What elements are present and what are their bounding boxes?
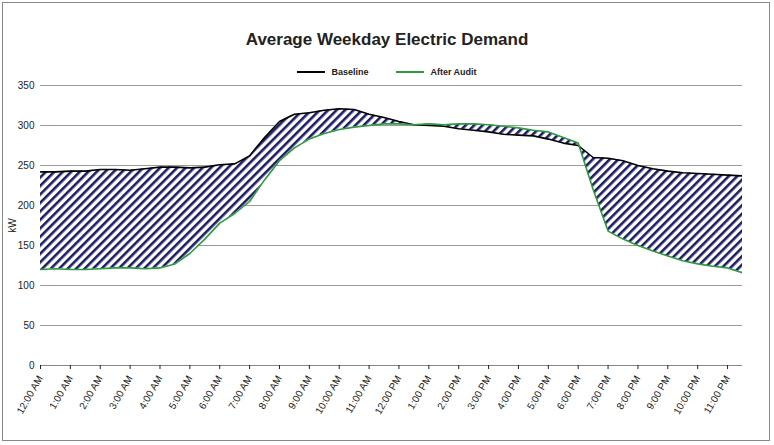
svg-text:150: 150 xyxy=(18,240,35,251)
svg-text:12:00 PM: 12:00 PM xyxy=(373,374,404,417)
svg-text:8:00 PM: 8:00 PM xyxy=(614,374,642,412)
svg-text:50: 50 xyxy=(23,320,35,331)
svg-text:250: 250 xyxy=(18,160,35,171)
svg-text:11:00 PM: 11:00 PM xyxy=(702,374,733,416)
svg-text:300: 300 xyxy=(18,120,35,131)
svg-text:3:00 AM: 3:00 AM xyxy=(107,374,135,411)
svg-text:5:00 AM: 5:00 AM xyxy=(166,374,194,411)
svg-text:1:00 AM: 1:00 AM xyxy=(47,374,75,411)
svg-text:5:00 PM: 5:00 PM xyxy=(525,374,553,412)
svg-text:kW: kW xyxy=(7,218,18,233)
svg-text:2:00 PM: 2:00 PM xyxy=(435,374,463,412)
svg-text:200: 200 xyxy=(18,200,35,211)
svg-text:4:00 PM: 4:00 PM xyxy=(495,374,523,412)
svg-text:3:00 PM: 3:00 PM xyxy=(465,374,493,412)
svg-text:6:00 AM: 6:00 AM xyxy=(196,374,224,411)
html-text:After Audit: After Audit xyxy=(430,67,477,77)
svg-text:6:00 PM: 6:00 PM xyxy=(555,374,583,412)
svg-text:2:00 AM: 2:00 AM xyxy=(77,374,105,411)
html-text:Baseline: Baseline xyxy=(331,67,369,77)
svg-text:7:00 PM: 7:00 PM xyxy=(584,374,612,412)
svg-text:100: 100 xyxy=(18,280,35,291)
svg-text:10:00 PM: 10:00 PM xyxy=(671,374,702,417)
svg-text:8:00 AM: 8:00 AM xyxy=(256,374,284,411)
svg-text:10:00 AM: 10:00 AM xyxy=(313,374,344,416)
svg-text:4:00 AM: 4:00 AM xyxy=(137,374,165,411)
svg-text:12:00 AM: 12:00 AM xyxy=(14,374,45,416)
svg-text:7:00 AM: 7:00 AM xyxy=(226,374,254,411)
svg-text:350: 350 xyxy=(18,80,35,91)
svg-text:9:00 PM: 9:00 PM xyxy=(644,374,672,412)
svg-text:1:00 PM: 1:00 PM xyxy=(405,374,433,412)
svg-text:0: 0 xyxy=(29,360,35,371)
svg-text:9:00 AM: 9:00 AM xyxy=(286,374,314,411)
html-text:Average Weekday Electric Deman: Average Weekday Electric Demand xyxy=(245,30,529,49)
svg-text:11:00 AM: 11:00 AM xyxy=(343,374,373,415)
